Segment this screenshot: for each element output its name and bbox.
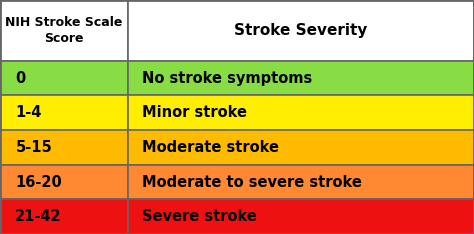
Bar (128, 165, 474, 199)
Bar (0, 130, 128, 165)
Text: 1-4: 1-4 (15, 105, 42, 120)
Text: 21-42: 21-42 (15, 209, 62, 224)
Text: Stroke Severity: Stroke Severity (234, 23, 368, 38)
Text: Moderate to severe stroke: Moderate to severe stroke (142, 175, 362, 190)
Bar (0, 95, 128, 130)
Bar (128, 0, 474, 61)
Bar (128, 61, 474, 95)
Text: Moderate stroke: Moderate stroke (142, 140, 279, 155)
Text: 0: 0 (15, 71, 26, 86)
Text: Minor stroke: Minor stroke (142, 105, 247, 120)
Text: 16-20: 16-20 (15, 175, 62, 190)
Bar (128, 95, 474, 130)
Text: Severe stroke: Severe stroke (142, 209, 257, 224)
Text: 5-15: 5-15 (15, 140, 52, 155)
Bar (0, 199, 128, 234)
Text: No stroke symptoms: No stroke symptoms (142, 71, 312, 86)
Text: NIH Stroke Scale
Score: NIH Stroke Scale Score (5, 16, 123, 45)
Bar (0, 165, 128, 199)
Bar (0, 61, 128, 95)
Bar (128, 199, 474, 234)
Bar (128, 130, 474, 165)
Bar (0, 0, 128, 61)
